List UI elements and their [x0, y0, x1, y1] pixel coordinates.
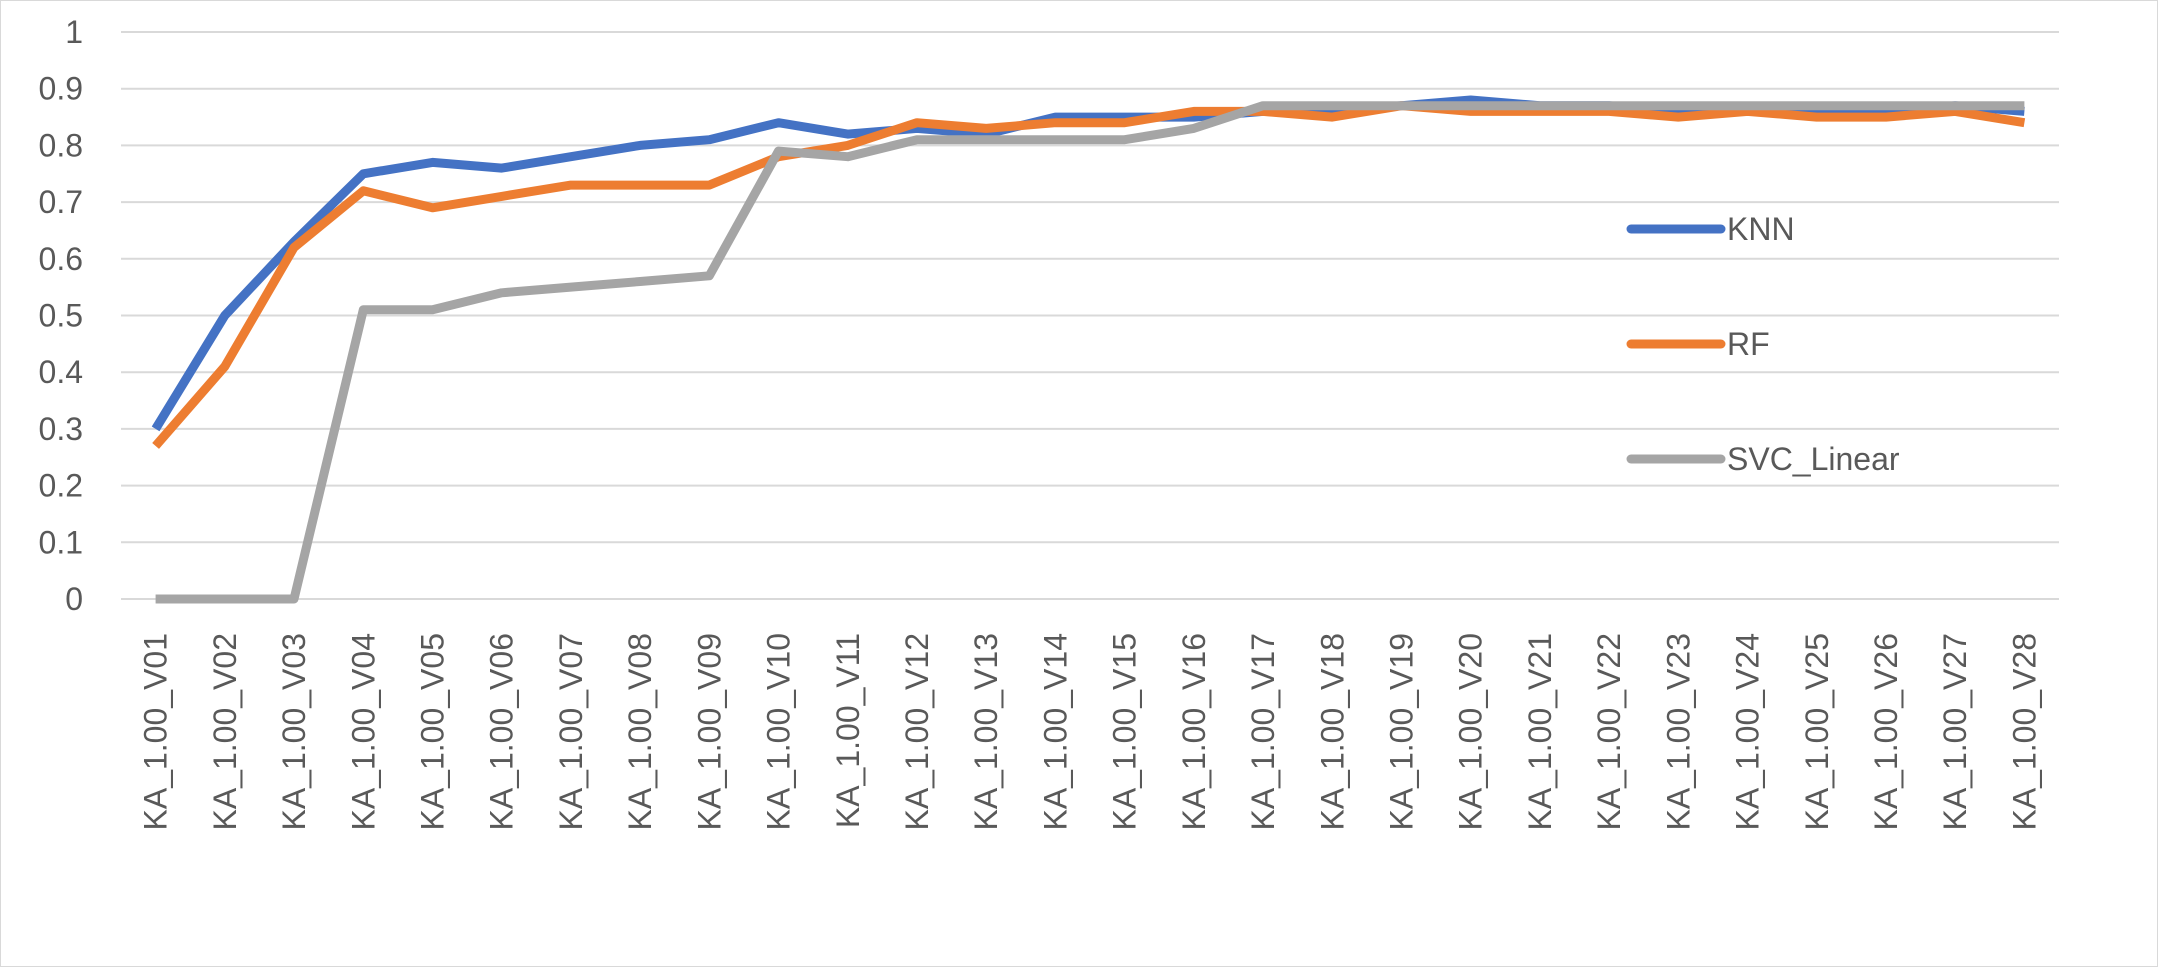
x-tick-label: KA_1.00_V07: [553, 633, 589, 831]
y-tick-label: 1: [65, 14, 83, 50]
series-lines: [151, 95, 2026, 604]
y-tick-label: 0.2: [39, 468, 83, 504]
x-tick-label: KA_1.00_V06: [484, 633, 520, 831]
y-tick-label: 0.9: [39, 71, 83, 107]
x-axis-tick-labels: KA_1.00_V01 KA_1.00_V02 KA_1.00_V03 KA_1.00…: [138, 633, 2043, 831]
y-tick-label: 0.1: [39, 524, 83, 560]
x-tick-label: KA_1.00_V18: [1314, 633, 1350, 831]
x-tick-label: KA_1.00_V01: [138, 633, 174, 831]
x-tick-label: KA_1.00_V05: [414, 633, 450, 831]
y-tick-label: 0.8: [39, 127, 83, 163]
x-tick-label: KA_1.00_V04: [345, 633, 381, 831]
legend-label-rf: RF: [1727, 326, 1770, 362]
y-tick-label: 0.5: [39, 298, 83, 334]
x-tick-label: KA_1.00_V16: [1176, 633, 1212, 831]
gridlines: [121, 31, 2059, 600]
x-tick-label: KA_1.00_V08: [622, 633, 658, 831]
x-tick-label: KA_1.00_V11: [830, 633, 866, 828]
series-line-rf: [152, 101, 2026, 449]
x-tick-label: KA_1.00_V25: [1799, 633, 1835, 831]
y-tick-label: 0.7: [39, 184, 83, 220]
series-line-svc_linear: [155, 101, 2025, 604]
x-tick-label: KA_1.00_V20: [1453, 633, 1489, 831]
x-tick-label: KA_1.00_V10: [761, 633, 797, 831]
x-tick-label: KA_1.00_V14: [1037, 633, 1073, 831]
y-tick-label: 0: [65, 581, 83, 617]
x-tick-label: KA_1.00_V22: [1591, 633, 1627, 831]
x-tick-label: KA_1.00_V09: [691, 633, 727, 831]
legend-label-svc_linear: SVC_Linear: [1727, 441, 1900, 477]
x-tick-label: KA_1.00_V03: [276, 633, 312, 831]
x-tick-label: KA_1.00_V27: [1937, 633, 1973, 831]
x-tick-label: KA_1.00_V26: [1868, 633, 1904, 831]
x-tick-label: KA_1.00_V17: [1245, 633, 1281, 831]
y-tick-label: 0.3: [39, 411, 83, 447]
x-tick-label: KA_1.00_V23: [1660, 633, 1696, 831]
y-tick-label: 0.6: [39, 241, 83, 277]
legend: KNN RF SVC_Linear: [1626, 211, 1900, 477]
x-tick-label: KA_1.00_V28: [2006, 633, 2042, 831]
y-axis-tick-labels: 0 0.1 0.2 0.3 0.4 0.5 0.6 0.7 0.8 0.9 1: [39, 14, 83, 617]
x-tick-label: KA_1.00_V19: [1383, 633, 1419, 831]
x-tick-label: KA_1.00_V21: [1522, 633, 1558, 831]
x-tick-label: KA_1.00_V12: [899, 633, 935, 831]
series-line-knn: [151, 95, 2025, 432]
x-tick-label: KA_1.00_V24: [1730, 633, 1766, 831]
x-tick-label: KA_1.00_V13: [968, 633, 1004, 831]
x-tick-label: KA_1.00_V15: [1107, 633, 1143, 831]
x-tick-label: KA_1.00_V02: [207, 633, 243, 831]
legend-label-knn: KNN: [1727, 211, 1795, 247]
y-tick-label: 0.4: [39, 354, 83, 390]
